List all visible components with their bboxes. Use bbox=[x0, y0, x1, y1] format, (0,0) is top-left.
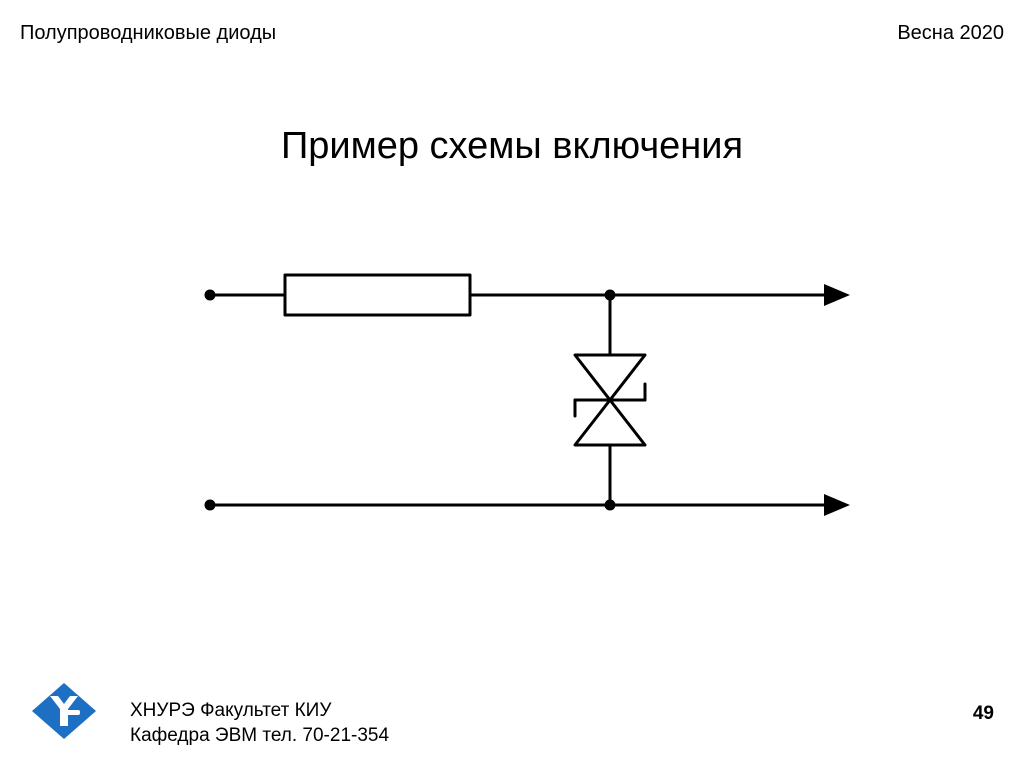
footer-affiliation: ХНУРЭ Факультет КИУ Кафедра ЭВМ тел. 70-… bbox=[130, 698, 389, 749]
circuit-diagram bbox=[180, 265, 880, 550]
footer-line2: Кафедра ЭВМ тел. 70-21-354 bbox=[130, 723, 389, 749]
header-left: Полупроводниковые диоды bbox=[20, 22, 276, 45]
slide-title: Пример схемы включения bbox=[0, 125, 1024, 168]
footer-line1: ХНУРЭ Факультет КИУ bbox=[130, 698, 389, 724]
page-number: 49 bbox=[973, 703, 994, 725]
slide-header: Полупроводниковые диоды Весна 2020 bbox=[20, 22, 1004, 45]
header-right: Весна 2020 bbox=[897, 22, 1004, 45]
university-logo-icon bbox=[28, 680, 100, 747]
